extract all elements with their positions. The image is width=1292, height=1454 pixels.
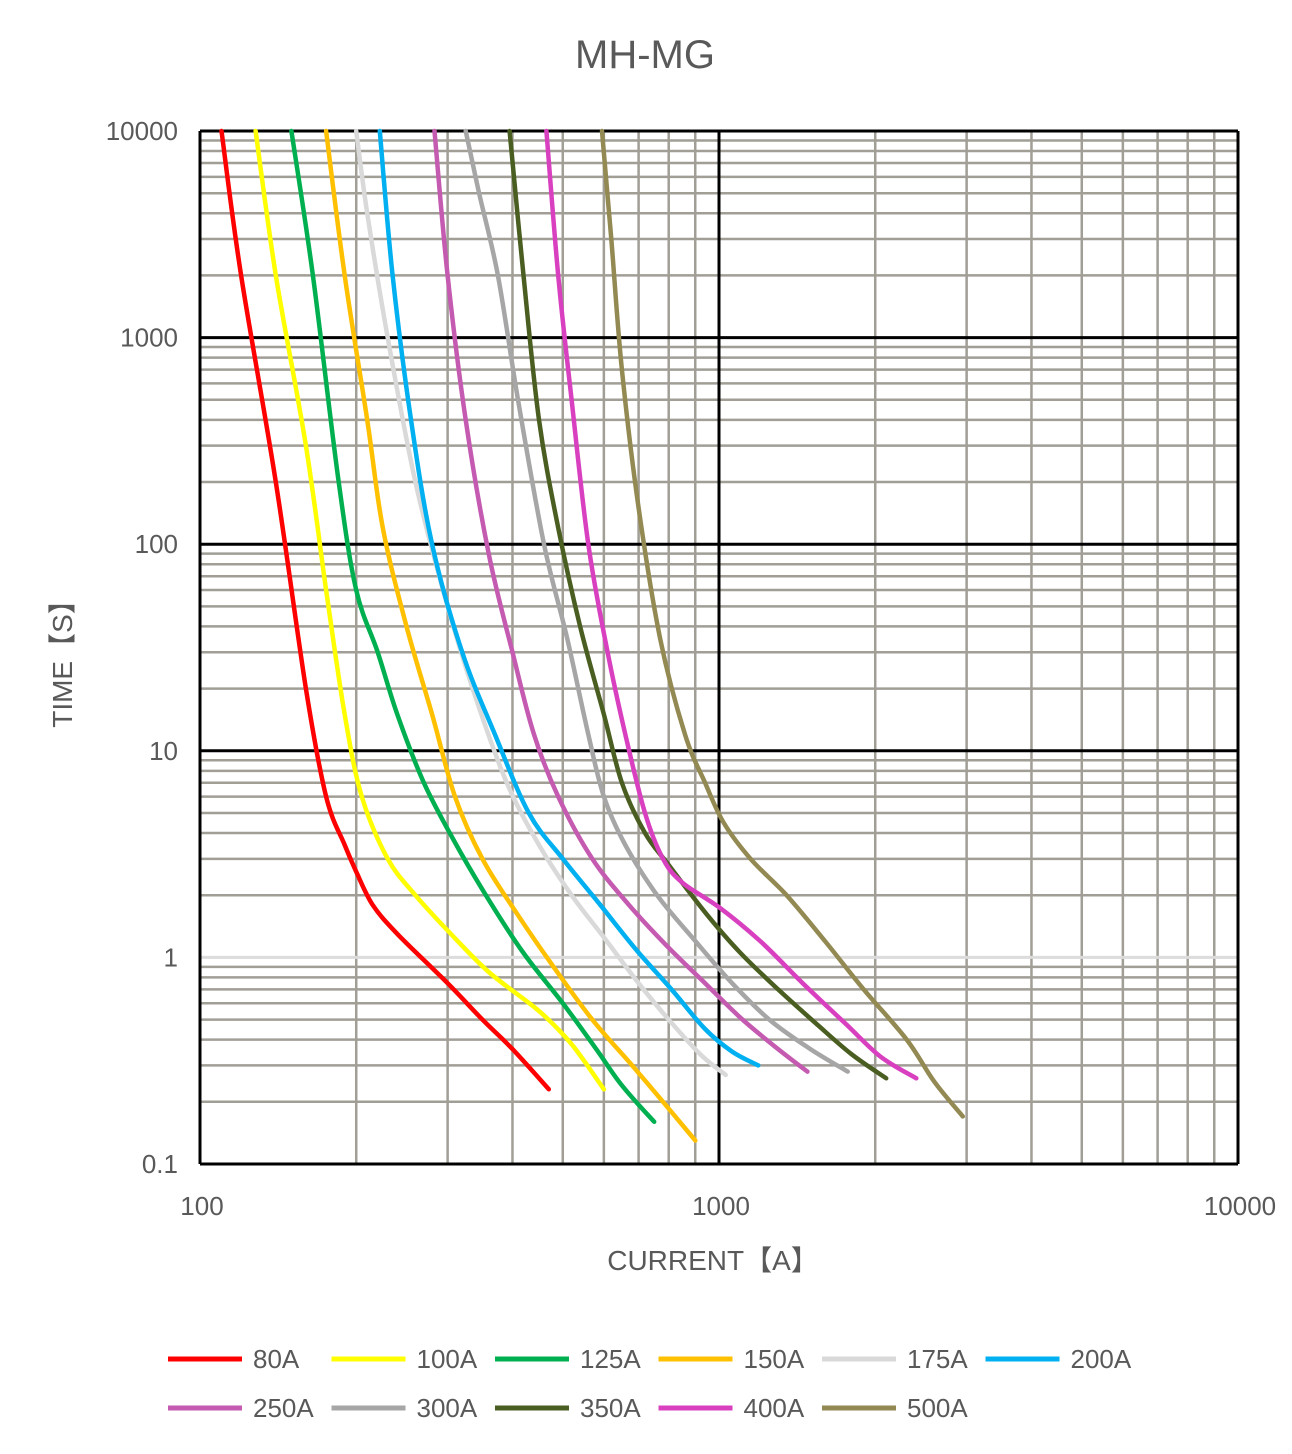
y-tick-label: 10000 [106, 116, 178, 146]
series-line-400A [544, 128, 919, 1081]
series-line-100A [253, 128, 607, 1092]
series-line-150A [323, 128, 698, 1143]
series-line-250A [432, 128, 810, 1074]
legend-item-150A: 150A [658, 1344, 805, 1374]
series-line-300A [463, 128, 850, 1074]
legend-label: 175A [907, 1344, 968, 1374]
x-tick-label: 1000 [692, 1191, 750, 1221]
legend-item-100A: 100A [331, 1344, 478, 1374]
legend-item-80A: 80A [168, 1344, 300, 1374]
legend: 80A 100A 125A 150A 175A 200A 250A 300A 350A 400A 5… [168, 1344, 1132, 1423]
legend-item-500A: 500A [822, 1393, 968, 1423]
legend-label: 400A [744, 1393, 805, 1423]
x-tick-labels: 100 1000 10000 [180, 1191, 1276, 1221]
legend-item-300A: 300A [331, 1393, 478, 1423]
legend-label: 500A [907, 1393, 968, 1423]
legend-label: 200A [1071, 1344, 1132, 1374]
major-gridlines [198, 129, 1240, 1166]
legend-label: 125A [580, 1344, 641, 1374]
y-tick-label: 10 [149, 736, 178, 766]
chart-title: MH-MG [575, 33, 715, 77]
series-line-80A [219, 128, 552, 1092]
y-tick-label: 1 [164, 942, 178, 972]
x-tick-label: 100 [180, 1191, 223, 1221]
x-axis-label: CURRENT【A】 [607, 1245, 819, 1276]
series-line-350A [507, 128, 889, 1081]
y-tick-labels: 0.1 1 10 100 1000 10000 [106, 116, 178, 1179]
y-tick-label: 100 [135, 529, 178, 559]
legend-label: 350A [580, 1393, 641, 1423]
series-line-175A [353, 128, 728, 1078]
legend-label: 100A [417, 1344, 478, 1374]
legend-item-125A: 125A [495, 1344, 641, 1374]
legend-item-350A: 350A [495, 1393, 641, 1423]
legend-label: 150A [744, 1344, 805, 1374]
legend-item-200A: 200A [985, 1344, 1132, 1374]
y-tick-label: 0.1 [142, 1149, 178, 1179]
legend-label: 250A [253, 1393, 314, 1423]
series-line-500A [599, 128, 966, 1119]
legend-label: 300A [417, 1393, 478, 1423]
y-axis-label: TIME【S】 [47, 586, 78, 728]
y-tick-label: 1000 [120, 323, 178, 353]
legend-label: 80A [253, 1344, 300, 1374]
legend-item-175A: 175A [822, 1344, 968, 1374]
legend-item-250A: 250A [168, 1393, 314, 1423]
series-line-200A [377, 128, 761, 1068]
x-tick-label: 10000 [1204, 1191, 1276, 1221]
legend-item-400A: 400A [658, 1393, 805, 1423]
series-line-125A [289, 128, 657, 1125]
series-lines [219, 128, 966, 1143]
